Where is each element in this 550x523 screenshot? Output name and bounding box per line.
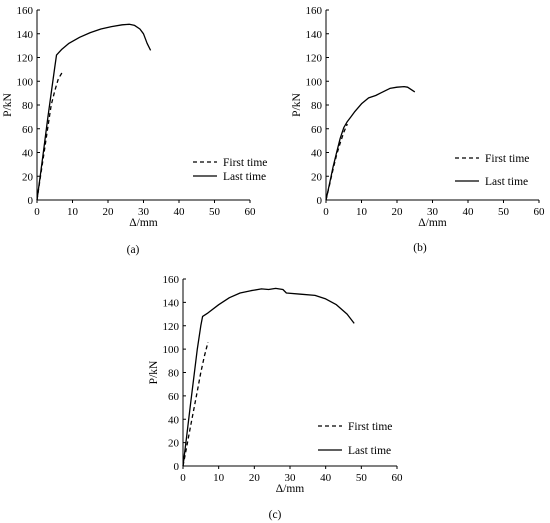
x-tick-label: 30: [285, 472, 297, 484]
legend-label: First time: [485, 153, 529, 165]
x-tick-label: 30: [427, 206, 439, 218]
y-tick-label: 20: [168, 438, 180, 450]
x-tick-label: 0: [34, 206, 40, 218]
y-tick-label: 160: [163, 274, 180, 286]
y-tick-label: 80: [22, 100, 34, 112]
y-tick-label: 160: [17, 5, 34, 17]
y-tick-label: 20: [311, 171, 323, 183]
x-tick-label: 60: [245, 206, 257, 218]
y-tick-label: 140: [306, 29, 323, 41]
y-axis-title: P/kN: [2, 92, 14, 116]
y-tick-label: 60: [168, 391, 180, 403]
x-tick-label: 10: [356, 206, 368, 218]
y-tick-label: 80: [311, 100, 323, 112]
x-tick-label: 40: [320, 472, 332, 484]
x-tick-label: 50: [209, 206, 221, 218]
legend-label: Last time: [348, 445, 391, 457]
x-axis-title: Δ/mm: [129, 217, 158, 229]
y-tick-label: 120: [17, 53, 34, 65]
y-tick-label: 0: [174, 461, 180, 473]
series-line-last-time: [36, 23, 152, 201]
y-tick-label: 120: [163, 321, 180, 333]
y-tick-label: 0: [317, 195, 323, 207]
chart-panel-c: 0 20 40 60 80 100 120 140 160 0 10 20 30 40 50 60 Δ/mm P/…: [148, 274, 403, 521]
series-line-first-time: [182, 341, 209, 467]
y-tick-label: 0: [28, 195, 34, 207]
y-tick-label: 80: [168, 368, 180, 380]
y-tick-label: 40: [22, 148, 34, 160]
x-axis-title: Δ/mm: [418, 217, 447, 229]
x-tick-label: 20: [249, 472, 261, 484]
x-tick-label: 40: [463, 206, 475, 218]
x-tick-label: 10: [67, 206, 79, 218]
y-axis-title: P/kN: [291, 92, 303, 116]
y-tick-label: 60: [22, 124, 34, 136]
x-tick-label: 0: [323, 206, 329, 218]
x-tick-label: 50: [356, 472, 368, 484]
y-tick-label: 140: [163, 297, 180, 309]
series-line-last-time: [325, 85, 416, 201]
legend-label: Last time: [485, 176, 528, 188]
y-tick-label: 40: [311, 148, 323, 160]
x-tick-label: 50: [498, 206, 510, 218]
panel-label: (b): [413, 242, 427, 254]
legend: First time Last time: [318, 421, 392, 457]
y-tick-label: 60: [311, 124, 323, 136]
x-tick-label: 0: [180, 472, 186, 484]
y-tick-label: 100: [163, 344, 180, 356]
y-axis-title: P/kN: [148, 360, 160, 384]
series-line-first-time: [325, 123, 348, 201]
y-tick-label: 160: [306, 5, 323, 17]
chart-panel-a: 0 20 40 60 80 100 120 140 160 0 10 20 30 40 50 60 Δ/mm P/…: [2, 5, 267, 256]
x-tick-label: 20: [103, 206, 115, 218]
legend: First time Last time: [455, 153, 529, 188]
y-tick-label: 140: [17, 29, 34, 41]
series-line-first-time: [36, 72, 63, 201]
x-tick-label: 20: [392, 206, 404, 218]
y-tick-label: 100: [17, 76, 34, 88]
legend: First time Last time: [193, 157, 267, 183]
x-tick-label: 10: [213, 472, 225, 484]
series-line-last-time: [182, 287, 355, 467]
x-tick-label: 60: [392, 472, 404, 484]
legend-label: First time: [223, 157, 267, 169]
chart-panel-b: 0 20 40 60 80 100 120 140 160 0 10 20 30 40 50 60 Δ/mm P/…: [291, 5, 545, 254]
panel-label: (c): [269, 509, 282, 521]
y-tick-label: 20: [22, 171, 34, 183]
legend-label: First time: [348, 421, 392, 433]
panel-label: (a): [127, 244, 140, 256]
y-tick-label: 120: [306, 53, 323, 65]
legend-label: Last time: [223, 171, 266, 183]
x-tick-label: 40: [174, 206, 186, 218]
y-tick-label: 100: [306, 76, 323, 88]
x-axis-title: Δ/mm: [276, 483, 305, 495]
y-tick-label: 40: [168, 414, 180, 426]
x-tick-label: 60: [534, 206, 546, 218]
x-tick-label: 30: [138, 206, 150, 218]
